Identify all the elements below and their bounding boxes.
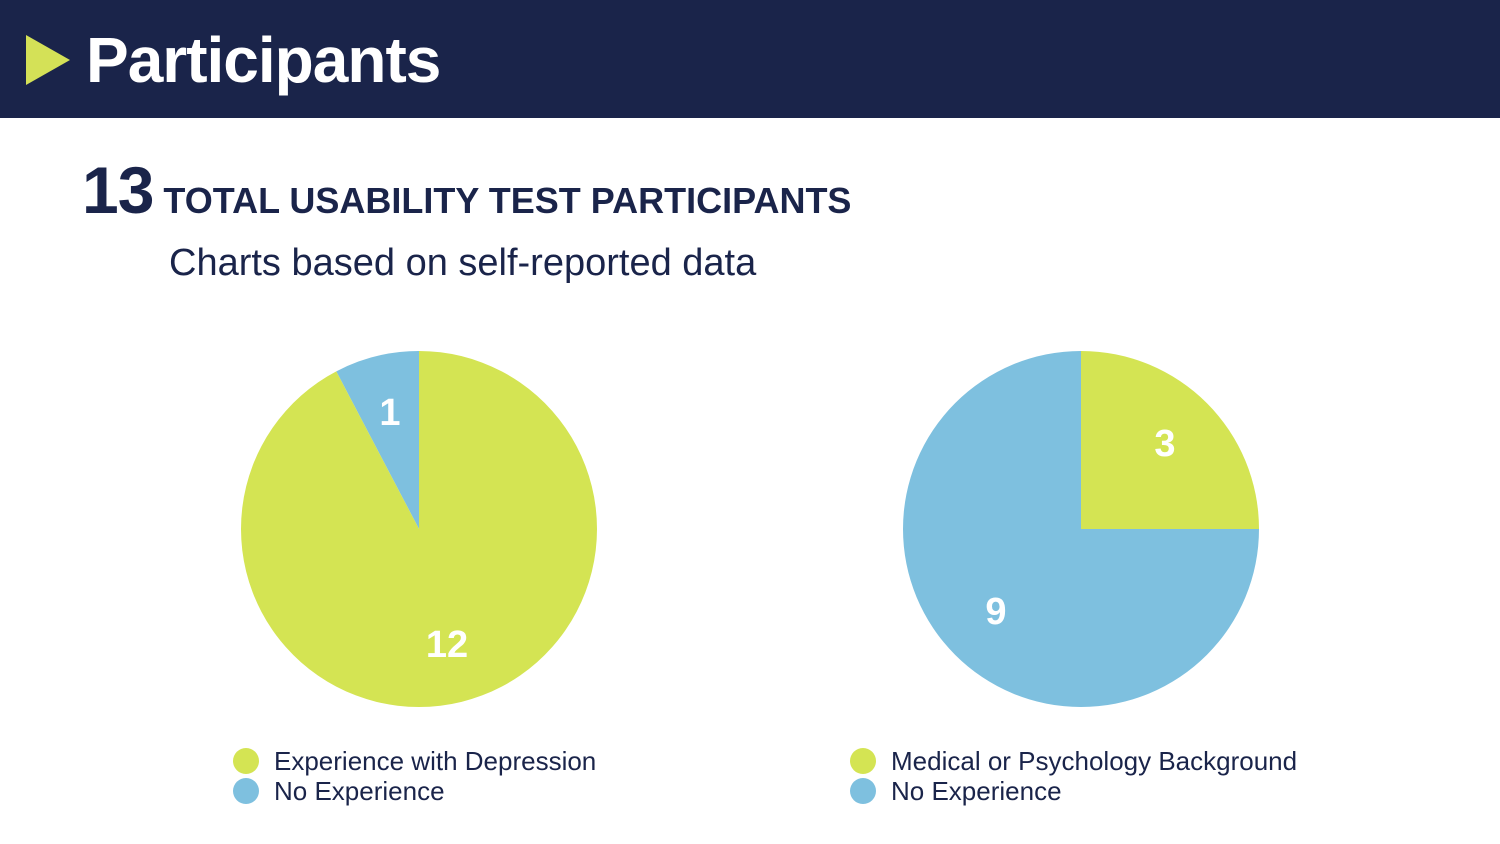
subtitle: Charts based on self-reported data	[169, 242, 757, 284]
page-title: Participants	[86, 24, 441, 96]
legend-swatch-blue	[233, 778, 259, 804]
legend-label: No Experience	[891, 776, 1062, 806]
legend-chart-1: Experience with Depression No Experience	[233, 746, 596, 806]
pie-chart-2: 39	[903, 351, 1259, 707]
pie-data-label: 1	[379, 392, 400, 434]
legend-swatch-green	[233, 748, 259, 774]
legend-item: No Experience	[850, 776, 1297, 806]
pie-chart-1: 12 1	[241, 351, 598, 707]
legend-item: Medical or Psychology Background	[850, 746, 1297, 776]
pie-data-label: 9	[985, 591, 1006, 633]
participant-count-label: TOTAL USABILITY TEST PARTICIPANTS	[163, 180, 852, 221]
participant-count-row: 13 TOTAL USABILITY TEST PARTICIPANTS	[82, 152, 851, 228]
legend-swatch-green	[850, 748, 876, 774]
legend-item: No Experience	[233, 776, 596, 806]
legend-item: Experience with Depression	[233, 746, 596, 776]
legend-chart-2: Medical or Psychology Background No Expe…	[850, 746, 1297, 806]
pie-slice	[241, 351, 598, 707]
pie-slice	[903, 351, 1259, 707]
legend-label: No Experience	[274, 776, 445, 806]
legend-label: Medical or Psychology Background	[891, 746, 1298, 776]
legend-swatch-blue	[850, 778, 876, 804]
pie-data-label: 3	[1154, 423, 1175, 465]
play-arrow-icon	[26, 35, 70, 85]
pie-slice	[1081, 351, 1259, 529]
participant-count: 13	[82, 153, 154, 227]
pie-data-label: 12	[426, 624, 468, 666]
legend-label: Experience with Depression	[274, 746, 597, 776]
pie-slice	[336, 351, 419, 529]
header-bar: Participants	[0, 0, 1500, 118]
